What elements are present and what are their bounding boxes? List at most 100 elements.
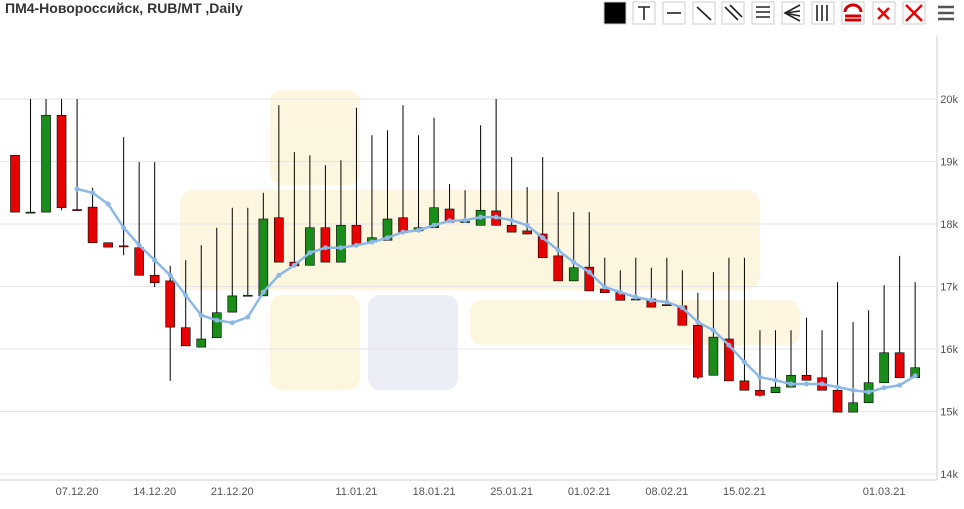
moving-average-point (214, 317, 220, 323)
moving-average-point (633, 294, 639, 300)
candle-body (149, 274, 160, 284)
moving-average-point (400, 229, 406, 235)
moving-average-point (121, 225, 127, 231)
candle-body (693, 324, 703, 378)
tool-text[interactable] (632, 1, 656, 25)
candle-body (134, 247, 144, 276)
candle-body (662, 304, 672, 306)
candle-body (739, 380, 750, 391)
moving-average-point (835, 384, 841, 390)
moving-average-point (850, 387, 856, 393)
moving-average-point (772, 377, 778, 383)
menu[interactable] (938, 5, 954, 21)
moving-average-point (897, 382, 903, 388)
moving-average-point (90, 190, 96, 196)
moving-average-point (509, 217, 515, 223)
moving-average-point (105, 201, 111, 207)
candle-body (211, 312, 222, 339)
tool-delete-all[interactable] (902, 1, 926, 25)
moving-average-point (741, 359, 747, 365)
watermark (180, 90, 800, 390)
candle-body (770, 386, 781, 394)
moving-average-point (602, 284, 608, 290)
candle-body (879, 352, 889, 384)
candle-body (755, 389, 765, 396)
candle-body (786, 374, 796, 388)
moving-average-point (431, 222, 437, 228)
moving-average-point (555, 247, 561, 253)
tool-hline[interactable] (662, 1, 686, 25)
candle-body (336, 224, 346, 263)
candle-body (584, 266, 595, 292)
moving-average-point (866, 389, 872, 395)
x-tick-label: 14.12.20 (133, 486, 176, 498)
candle-body (180, 327, 191, 347)
candle-body (537, 233, 548, 259)
moving-average-point (478, 214, 484, 220)
moving-average-point (384, 235, 390, 241)
candle-body (258, 218, 269, 297)
tool-lines[interactable] (751, 1, 775, 25)
candle-body (506, 224, 517, 233)
moving-average-point (447, 218, 453, 224)
moving-average-point (291, 262, 297, 268)
moving-average-point (338, 245, 344, 251)
x-tick-label: 08.02.21 (645, 486, 688, 498)
y-tick-label: 20k (940, 94, 958, 106)
chart-title: ПМ4-Новороссийск, RUB/MT ,Daily (5, 0, 243, 16)
moving-average-point (695, 319, 701, 325)
x-tick-label: 18.01.21 (413, 486, 456, 498)
candle-body (41, 114, 51, 213)
moving-average-point (710, 327, 716, 333)
x-tick-label: 15.02.21 (723, 486, 766, 498)
y-tick-label: 14k (940, 469, 958, 481)
candle-body (87, 206, 98, 244)
tool-delete[interactable] (872, 1, 896, 25)
moving-average-point (540, 235, 546, 241)
y-tick-label: 19k (940, 157, 958, 169)
tool-vlines[interactable] (811, 1, 835, 25)
candle-body (72, 209, 82, 211)
moving-average-point (322, 245, 328, 251)
moving-average-point (416, 227, 422, 233)
moving-average-point (353, 242, 359, 248)
moving-average-point (74, 186, 80, 192)
moving-average-point (183, 292, 189, 298)
x-tick-label: 01.03.21 (863, 486, 906, 498)
moving-average-point (726, 342, 732, 348)
candle-body (320, 227, 331, 263)
tool-fan[interactable] (781, 1, 805, 25)
moving-average-point (307, 250, 313, 256)
candle-body (227, 295, 238, 313)
candle-body (708, 336, 719, 376)
moving-average-point (245, 314, 251, 320)
y-tick-label: 17k (940, 282, 958, 294)
tool-color[interactable] (603, 1, 627, 25)
x-tick-label: 25.01.21 (490, 486, 533, 498)
moving-average-point (152, 257, 158, 263)
toolbar (603, 1, 954, 25)
moving-average-point (276, 272, 282, 278)
moving-average-point (819, 381, 825, 387)
moving-average-point (136, 242, 142, 248)
tool-channel[interactable] (721, 1, 745, 25)
candle-body (553, 255, 564, 282)
candle-body (118, 245, 129, 248)
tool-fib[interactable] (841, 1, 865, 25)
tool-trend[interactable] (692, 1, 716, 25)
moving-average-point (369, 239, 375, 245)
x-tick-label: 07.12.20 (56, 486, 99, 498)
moving-average-point (757, 374, 763, 380)
moving-average-point (571, 259, 577, 265)
moving-average-point (617, 289, 623, 295)
y-tick-label: 16k (940, 344, 958, 356)
candle-body (243, 294, 253, 297)
x-tick-label: 01.02.21 (568, 486, 611, 498)
candle-body (165, 280, 175, 328)
candle-body (103, 242, 113, 248)
moving-average-point (788, 381, 794, 387)
x-tick-label: 21.12.20 (211, 486, 254, 498)
candle-body (848, 402, 858, 413)
moving-average-point (198, 312, 204, 318)
